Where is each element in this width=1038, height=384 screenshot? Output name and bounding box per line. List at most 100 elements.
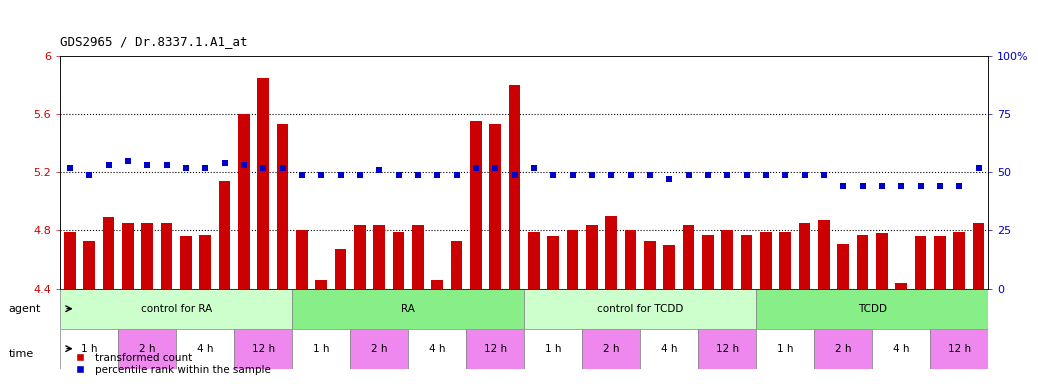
- Bar: [176, 329, 235, 369]
- Point: [81, 172, 98, 178]
- Text: 2 h: 2 h: [603, 344, 620, 354]
- Text: 12 h: 12 h: [251, 344, 275, 354]
- Point: [177, 164, 194, 170]
- Bar: [721, 230, 733, 289]
- Point: [680, 172, 696, 178]
- Bar: [741, 235, 753, 289]
- Point: [332, 172, 349, 178]
- Point: [274, 164, 291, 170]
- Bar: [760, 232, 771, 289]
- Point: [487, 164, 503, 170]
- Point: [294, 172, 310, 178]
- Point: [525, 164, 542, 170]
- Bar: [876, 233, 887, 289]
- Point: [448, 172, 465, 178]
- Bar: [567, 230, 578, 289]
- Bar: [180, 236, 192, 289]
- Bar: [122, 223, 134, 289]
- Text: GDS2965 / Dr.8337.1.A1_at: GDS2965 / Dr.8337.1.A1_at: [60, 35, 248, 48]
- Text: 4 h: 4 h: [661, 344, 678, 354]
- Text: 1 h: 1 h: [81, 344, 98, 354]
- Text: time: time: [8, 349, 33, 359]
- Bar: [814, 329, 872, 369]
- Bar: [702, 235, 714, 289]
- Text: 2 h: 2 h: [371, 344, 387, 354]
- Bar: [856, 235, 869, 289]
- Bar: [103, 217, 114, 289]
- Bar: [412, 225, 424, 289]
- Text: 1 h: 1 h: [312, 344, 329, 354]
- Bar: [663, 245, 675, 289]
- Bar: [780, 232, 791, 289]
- Bar: [450, 241, 462, 289]
- Bar: [334, 249, 347, 289]
- Point: [583, 172, 600, 178]
- Bar: [934, 236, 946, 289]
- Bar: [60, 289, 292, 329]
- Bar: [914, 236, 926, 289]
- Point: [776, 172, 793, 178]
- Point: [197, 164, 214, 170]
- Bar: [953, 232, 965, 289]
- Point: [545, 172, 562, 178]
- Text: 4 h: 4 h: [197, 344, 214, 354]
- Text: control for TCDD: control for TCDD: [597, 304, 683, 314]
- Bar: [756, 289, 988, 329]
- Bar: [798, 223, 811, 289]
- Bar: [466, 329, 524, 369]
- Bar: [524, 289, 756, 329]
- Point: [603, 172, 620, 178]
- Point: [216, 160, 233, 166]
- Bar: [896, 283, 907, 289]
- Bar: [235, 329, 292, 369]
- Text: 2 h: 2 h: [139, 344, 156, 354]
- Bar: [582, 329, 640, 369]
- Bar: [257, 78, 269, 289]
- Bar: [161, 223, 172, 289]
- Bar: [432, 280, 443, 289]
- Text: agent: agent: [8, 304, 40, 314]
- Bar: [699, 329, 756, 369]
- Bar: [644, 241, 656, 289]
- Bar: [683, 225, 694, 289]
- Bar: [316, 280, 327, 289]
- Bar: [141, 223, 153, 289]
- Bar: [872, 329, 930, 369]
- Point: [951, 183, 967, 189]
- Point: [467, 164, 484, 170]
- Legend: transformed count, percentile rank within the sample: transformed count, percentile rank withi…: [65, 348, 275, 379]
- Bar: [374, 225, 385, 289]
- Point: [622, 172, 638, 178]
- Point: [912, 183, 929, 189]
- Text: 1 h: 1 h: [776, 344, 793, 354]
- Bar: [277, 124, 289, 289]
- Bar: [586, 225, 598, 289]
- Point: [139, 162, 156, 168]
- Text: 12 h: 12 h: [484, 344, 507, 354]
- Text: 4 h: 4 h: [893, 344, 909, 354]
- Point: [661, 176, 678, 182]
- Bar: [625, 230, 636, 289]
- Point: [971, 164, 987, 170]
- Bar: [199, 235, 211, 289]
- Point: [371, 167, 387, 173]
- Bar: [83, 241, 95, 289]
- Point: [641, 172, 658, 178]
- Bar: [350, 329, 408, 369]
- Bar: [60, 329, 118, 369]
- Text: control for RA: control for RA: [140, 304, 212, 314]
- Point: [236, 162, 252, 168]
- Bar: [293, 289, 524, 329]
- Point: [738, 172, 755, 178]
- Point: [410, 172, 427, 178]
- Point: [758, 172, 774, 178]
- Point: [719, 172, 736, 178]
- Bar: [973, 223, 984, 289]
- Bar: [238, 114, 250, 289]
- Text: 4 h: 4 h: [429, 344, 445, 354]
- Point: [816, 172, 832, 178]
- Point: [312, 172, 329, 178]
- Point: [158, 162, 174, 168]
- Bar: [756, 329, 814, 369]
- Point: [931, 183, 948, 189]
